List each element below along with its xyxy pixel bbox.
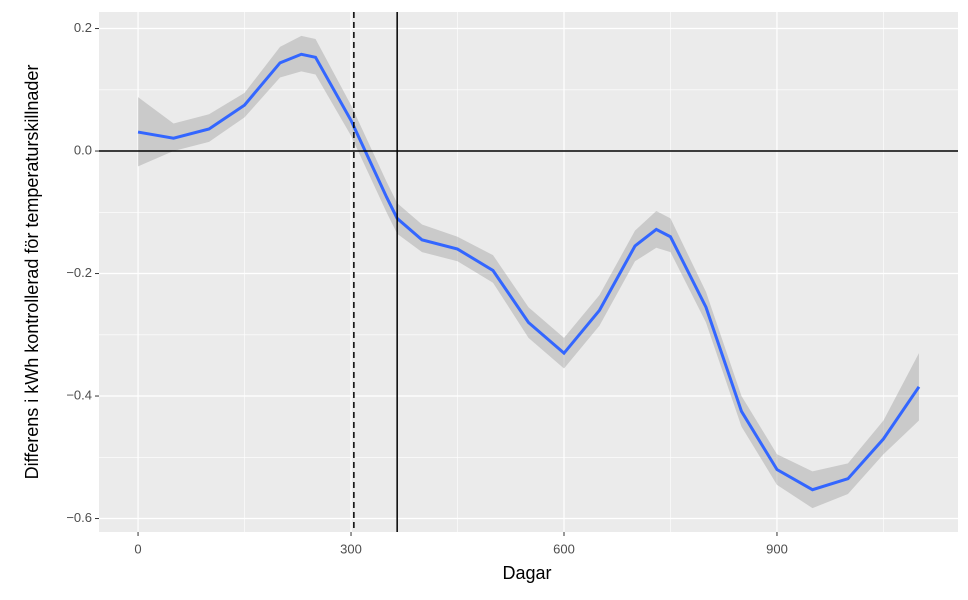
y-tick-label: 0.2	[74, 20, 92, 35]
y-tick-label: −0.4	[66, 387, 92, 402]
panel	[99, 12, 958, 532]
y-tick-label: 0.0	[74, 142, 92, 157]
y-axis-label: Differens i kWh kontrollerad för tempera…	[22, 65, 42, 480]
y-tick-label: −0.6	[66, 510, 92, 525]
x-tick-label: 600	[553, 541, 575, 556]
x-tick-label: 900	[766, 541, 788, 556]
trend-line	[137, 52, 921, 492]
x-axis-label: Dagar	[502, 563, 551, 583]
x-tick-label: 0	[134, 541, 141, 556]
x-tick-label: 300	[340, 541, 362, 556]
y-tick-label: −0.2	[66, 265, 92, 280]
